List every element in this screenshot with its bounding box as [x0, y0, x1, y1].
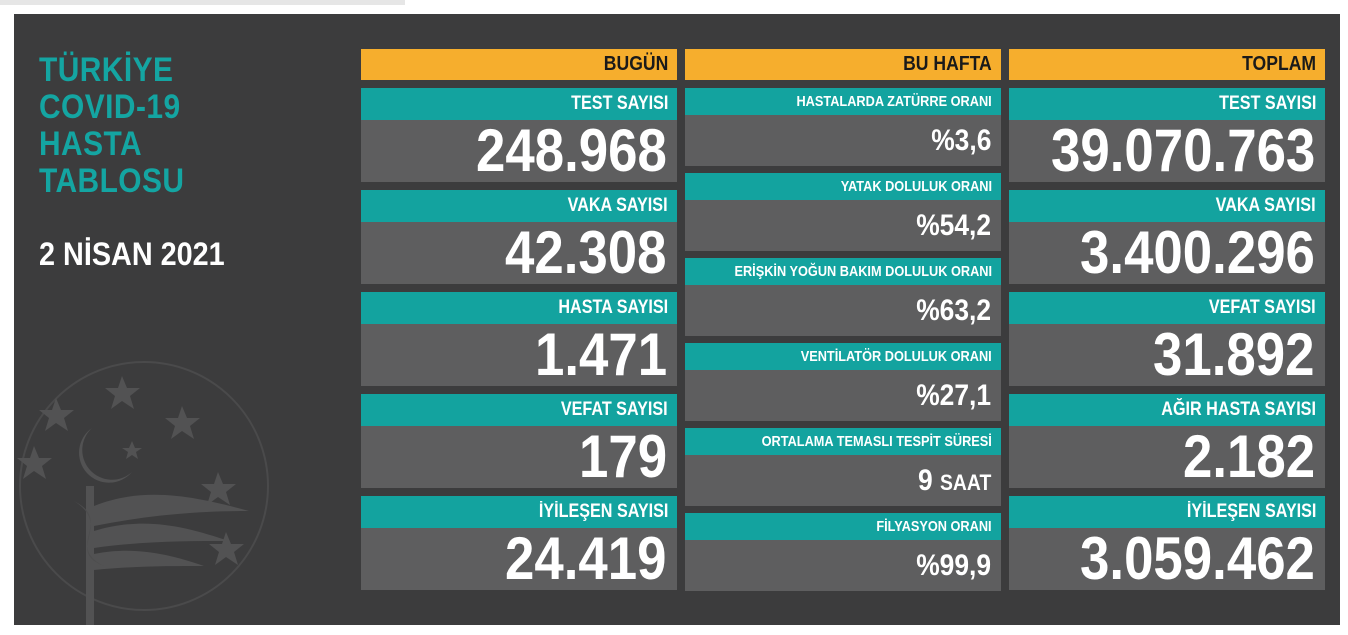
card-label-text: VENTİLATÖR DOLULUK ORANI	[800, 348, 992, 365]
card-label: ORTALAMA TEMASLI TESPİT SÜRESİ	[685, 428, 1001, 455]
column-header-week: BU HAFTA	[685, 49, 1001, 80]
card-label: TEST SAYISI	[1009, 88, 1325, 120]
today-recovered-card: İYİLEŞEN SAYISI 24.419	[361, 496, 677, 590]
column-header-label: BUGÜN	[603, 53, 668, 75]
card-label: HASTA SAYISI	[361, 292, 677, 324]
card-value: %27,1	[685, 370, 1001, 421]
card-label: VAKA SAYISI	[1009, 190, 1325, 222]
card-value-text: %54,2	[916, 209, 991, 242]
card-label-text: YATAK DOLULUK ORANI	[840, 178, 992, 195]
card-value-text: 1.471	[534, 324, 667, 386]
card-label-text: İYİLEŞEN SAYISI	[538, 501, 668, 522]
card-label-text: İYİLEŞEN SAYISI	[1186, 501, 1316, 522]
today-patient-card: HASTA SAYISI 1.471	[361, 292, 677, 386]
today-test-card: TEST SAYISI 248.968	[361, 88, 677, 182]
card-value: 3.400.296	[1009, 222, 1325, 284]
card-label-text: ERİŞKİN YOĞUN BAKIM DOLULUK ORANI	[734, 263, 992, 280]
card-value-text: 3.059.462	[1080, 528, 1315, 590]
card-value-text: 9	[917, 464, 933, 497]
column-header-label: TOPLAM	[1242, 53, 1316, 75]
card-label-text: VEFAT SAYISI	[561, 399, 668, 420]
card-label: ERİŞKİN YOĞUN BAKIM DOLULUK ORANI	[685, 258, 1001, 285]
card-value: 1.471	[361, 324, 677, 386]
card-label-text: HASTALARDA ZATÜRRE ORANI	[796, 93, 992, 110]
card-value: %3,6	[685, 115, 1001, 166]
card-value: 31.892	[1009, 324, 1325, 386]
card-label: AĞIR HASTA SAYISI	[1009, 394, 1325, 426]
column-header-total: TOPLAM	[1009, 49, 1325, 80]
card-label: HASTALARDA ZATÜRRE ORANI	[685, 88, 1001, 115]
week-icu-card: ERİŞKİN YOĞUN BAKIM DOLULUK ORANI %63,2	[685, 258, 1001, 336]
card-value: %99,9	[685, 540, 1001, 591]
card-label-text: VAKA SAYISI	[568, 195, 668, 216]
week-contact-time-card: ORTALAMA TEMASLI TESPİT SÜRESİ 9 SAAT	[685, 428, 1001, 506]
title-line: TÜRKİYE	[39, 51, 174, 89]
card-value: 24.419	[361, 528, 677, 590]
card-value-text: 42.308	[505, 222, 667, 284]
card-value-text: %27,1	[916, 379, 991, 412]
card-value: 39.070.763	[1009, 120, 1325, 182]
week-bed-card: YATAK DOLULUK ORANI %54,2	[685, 173, 1001, 251]
top-strip	[0, 0, 405, 5]
card-label-text: ORTALAMA TEMASLI TESPİT SÜRESİ	[761, 433, 992, 450]
card-label: TEST SAYISI	[361, 88, 677, 120]
card-label-text: TEST SAYISI	[1218, 93, 1316, 114]
column-header-today: BUGÜN	[361, 49, 677, 80]
card-value: %54,2	[685, 200, 1001, 251]
week-pneumonia-card: HASTALARDA ZATÜRRE ORANI %3,6	[685, 88, 1001, 166]
card-value: 42.308	[361, 222, 677, 284]
card-value-text: %3,6	[930, 124, 991, 157]
card-value: 179	[361, 426, 677, 488]
card-label: VEFAT SAYISI	[361, 394, 677, 426]
report-date: 2 NİSAN 2021	[39, 236, 225, 272]
week-filiation-card: FİLYASYON ORANI %99,9	[685, 513, 1001, 591]
card-label-text: AĞIR HASTA SAYISI	[1161, 399, 1316, 420]
card-label-text: VEFAT SAYISI	[1209, 297, 1316, 318]
card-label: İYİLEŞEN SAYISI	[1009, 496, 1325, 528]
total-severe-card: AĞIR HASTA SAYISI 2.182	[1009, 394, 1325, 488]
total-case-card: VAKA SAYISI 3.400.296	[1009, 190, 1325, 284]
card-label: FİLYASYON ORANI	[685, 513, 1001, 540]
card-value: 3.059.462	[1009, 528, 1325, 590]
card-value-text: 179	[578, 426, 667, 488]
card-value-unit: SAAT	[939, 470, 991, 495]
card-label: VAKA SAYISI	[361, 190, 677, 222]
title-line: HASTA	[39, 125, 143, 163]
card-value-text: %99,9	[916, 549, 991, 582]
column-header-label: BU HAFTA	[903, 53, 992, 75]
card-value-text: 2.182	[1182, 426, 1315, 488]
card-value: 248.968	[361, 120, 677, 182]
card-label: VENTİLATÖR DOLULUK ORANI	[685, 343, 1001, 370]
title-line: TABLOSU	[39, 162, 185, 200]
card-value-text: 31.892	[1153, 324, 1315, 386]
card-label: VEFAT SAYISI	[1009, 292, 1325, 324]
today-death-card: VEFAT SAYISI 179	[361, 394, 677, 488]
card-value-text: 248.968	[476, 120, 667, 182]
title-line: COVID-19	[39, 88, 181, 126]
total-recovered-card: İYİLEŞEN SAYISI 3.059.462	[1009, 496, 1325, 590]
card-label-text: TEST SAYISI	[570, 93, 668, 114]
card-label-text: FİLYASYON ORANI	[876, 518, 992, 535]
card-label: İYİLEŞEN SAYISI	[361, 496, 677, 528]
card-value-text: %63,2	[916, 294, 991, 327]
card-label: YATAK DOLULUK ORANI	[685, 173, 1001, 200]
today-case-card: VAKA SAYISI 42.308	[361, 190, 677, 284]
card-value: 2.182	[1009, 426, 1325, 488]
card-value-text: 39.070.763	[1050, 120, 1315, 182]
card-value-text: 3.400.296	[1080, 222, 1315, 284]
card-value: 9 SAAT	[685, 455, 1001, 506]
dashboard-panel: TÜRKİYE COVID-19 HASTA TABLOSU 2 NİSAN 2…	[14, 14, 1340, 625]
total-death-card: VEFAT SAYISI 31.892	[1009, 292, 1325, 386]
card-label-text: VAKA SAYISI	[1216, 195, 1316, 216]
week-ventilator-card: VENTİLATÖR DOLULUK ORANI %27,1	[685, 343, 1001, 421]
total-test-card: TEST SAYISI 39.070.763	[1009, 88, 1325, 182]
card-value-text: 24.419	[505, 528, 667, 590]
card-label-text: HASTA SAYISI	[558, 297, 668, 318]
page-title: TÜRKİYE COVID-19 HASTA TABLOSU	[39, 52, 184, 200]
ministry-emblem-icon	[17, 361, 269, 625]
card-value: %63,2	[685, 285, 1001, 336]
